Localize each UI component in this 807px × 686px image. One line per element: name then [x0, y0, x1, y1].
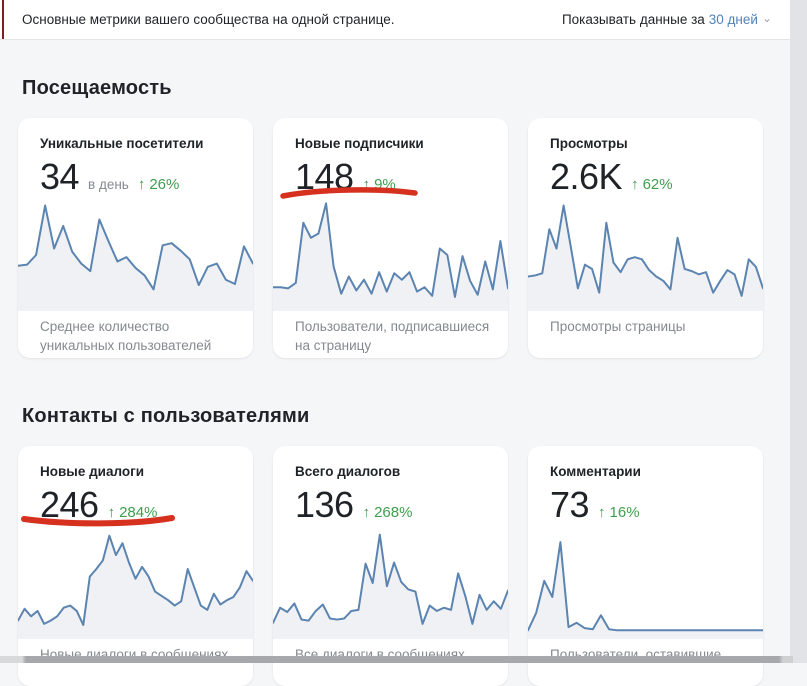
arrow-up-icon: ↑ — [598, 504, 606, 521]
delta-badge: ↑ 9% — [363, 176, 396, 193]
card-total-dialogs[interactable]: Всего диалогов 136 ↑ 268% Все диалоги в … — [273, 446, 508, 686]
card-new-dialogs[interactable]: Новые диалоги 246 ↑ 284% Новые диалоги в… — [18, 446, 253, 686]
period-value-link[interactable]: 30 дней — [708, 12, 758, 27]
card-comments[interactable]: Комментарии 73 ↑ 16% Пользователи, остав… — [528, 446, 763, 686]
metric-suffix: в день — [88, 177, 129, 192]
section-title-contacts: Контакты с пользователями — [22, 405, 310, 427]
metric-value: 246 — [40, 484, 99, 525]
arrow-up-icon: ↑ — [362, 176, 371, 193]
period-label: Показывать данные за — [561, 12, 705, 27]
section-title-visits: Посещаемость — [22, 77, 172, 99]
delta-value: 9% — [374, 176, 396, 193]
card-title: Новые подписчики — [295, 136, 424, 151]
arrow-up-icon: ↑ — [137, 176, 146, 193]
arrow-up-icon: ↑ — [631, 176, 639, 193]
card-title: Комментарии — [550, 464, 641, 479]
period-selector[interactable]: Показывать данные за 30 дней ⌄ — [561, 10, 772, 28]
top-bar: Основные метрики вашего сообщества на од… — [0, 0, 790, 40]
metric-value: 148 — [295, 156, 354, 197]
sparkline-chart — [18, 527, 253, 639]
delta-badge: ↑ 26% — [138, 176, 180, 193]
sparkline-chart — [18, 199, 253, 311]
card-title: Новые диалоги — [40, 464, 145, 479]
metric-value: 136 — [295, 484, 354, 525]
delta-value: 16% — [609, 504, 640, 521]
sparkline-chart — [528, 199, 763, 311]
arrow-up-icon: ↑ — [107, 504, 116, 521]
delta-value: 284% — [119, 504, 158, 521]
value-row: 246 ↑ 284% — [40, 486, 231, 528]
chevron-down-icon: ⌄ — [761, 10, 772, 25]
value-row: 73 ↑ 16% — [550, 486, 741, 528]
arrow-up-icon: ↑ — [362, 504, 371, 521]
sparkline-chart — [528, 527, 763, 639]
delta-value: 26% — [149, 176, 180, 193]
metric-value: 2.6K — [550, 156, 623, 197]
visits-cards-row: Уникальные посетители 34 в день ↑ 26% Ср… — [18, 118, 790, 358]
delta-badge: ↑ 16% — [598, 504, 640, 521]
bottom-edge-artifact — [0, 656, 793, 663]
value-row: 34 в день ↑ 26% — [40, 158, 231, 200]
card-title: Уникальные посетители — [40, 136, 204, 151]
delta-badge: ↑ 268% — [363, 504, 413, 521]
card-views[interactable]: Просмотры 2.6K ↑ 62% Просмотры страницы — [528, 118, 763, 358]
value-row: 2.6K ↑ 62% — [550, 158, 741, 200]
card-new-subscribers[interactable]: Новые подписчики 148 ↑ 9% Пользователи, … — [273, 118, 508, 358]
value-row: 136 ↑ 268% — [295, 486, 486, 528]
page-description: Основные метрики вашего сообщества на од… — [22, 12, 395, 27]
red-line-artifact — [2, 0, 4, 39]
contacts-cards-row: Новые диалоги 246 ↑ 284% Новые диалоги в… — [18, 446, 790, 686]
card-unique-visitors[interactable]: Уникальные посетители 34 в день ↑ 26% Ср… — [18, 118, 253, 358]
delta-value: 268% — [374, 504, 413, 521]
metrics-dashboard: Посещаемость Уникальные посетители 34 в … — [0, 40, 790, 686]
sparkline-chart — [273, 199, 508, 311]
metric-value: 73 — [550, 484, 590, 525]
card-caption: Пользователи, подписавшиеся на страницу — [295, 319, 490, 353]
card-caption: Среднее количество уникальных пользовате… — [40, 319, 212, 353]
metric-value: 34 — [40, 156, 80, 197]
card-caption: Просмотры страницы — [550, 319, 686, 334]
card-title: Просмотры — [550, 136, 628, 151]
delta-value: 62% — [642, 176, 673, 193]
delta-badge: ↑ 284% — [108, 504, 158, 521]
scroll-gutter[interactable] — [790, 0, 807, 663]
card-title: Всего диалогов — [295, 464, 401, 479]
sparkline-chart — [273, 527, 508, 639]
delta-badge: ↑ 62% — [631, 176, 673, 193]
value-row: 148 ↑ 9% — [295, 158, 486, 200]
